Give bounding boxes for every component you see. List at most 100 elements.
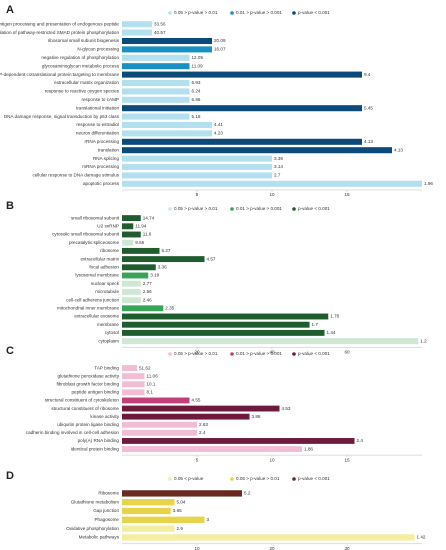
- bar-label: 4.57: [207, 256, 216, 261]
- category-label: Oxidative phosphorylation: [66, 526, 119, 531]
- bar-label: 1.44: [327, 330, 336, 335]
- bar-label: 1.78: [330, 314, 339, 319]
- panel-label: D: [6, 470, 14, 482]
- category-label: precatalytic spliceosome: [69, 240, 119, 245]
- bar-label: 2.4: [199, 430, 206, 435]
- x-tick-label: 10: [194, 546, 200, 550]
- bar: [122, 264, 156, 271]
- bar: [122, 29, 152, 36]
- category-label: fibroblast growth factor binding: [56, 381, 119, 386]
- bar: [122, 231, 141, 238]
- category-label: ubiquitin protein ligase binding: [57, 422, 119, 427]
- x-tick-label: 10: [269, 457, 275, 462]
- category-label: rRNA processing: [85, 139, 120, 144]
- bar-label: 11.06: [147, 373, 159, 378]
- legend-swatch: [168, 207, 172, 211]
- x-tick-label: 15: [344, 457, 350, 462]
- legend-label: p-value < 0.001: [298, 476, 330, 481]
- bar: [122, 365, 137, 371]
- bar-label: 3.39: [274, 156, 283, 161]
- legend-swatch: [168, 477, 172, 481]
- category-label: focal adhesion: [89, 265, 119, 270]
- category-label: mitochondrial inner membrane: [57, 306, 119, 311]
- bar-label: 33.56: [154, 21, 166, 26]
- category-label: extracellular matrix: [80, 256, 119, 261]
- legend-label: 0.05 > p-value > 0.01: [174, 351, 218, 356]
- bar-label: 6.93: [192, 80, 201, 85]
- bar: [122, 280, 141, 287]
- category-label: SRP-dependent cotranslational protein ta…: [0, 72, 119, 77]
- bar-label: 9.55: [135, 240, 144, 245]
- category-label: structural constituent of cytoskeleton: [45, 398, 120, 403]
- legend-swatch: [230, 11, 234, 15]
- category-label: cytosol: [105, 330, 119, 335]
- bar-label: 9.4: [364, 72, 371, 77]
- bar: [122, 247, 160, 254]
- legend-swatch: [168, 352, 172, 356]
- bar-label: 6.96: [192, 97, 201, 102]
- category-label: cytosolic small ribosomal subunit: [52, 232, 120, 237]
- x-tick-label: 15: [344, 192, 350, 197]
- bar-label: 1.7: [312, 322, 319, 327]
- legend-swatch: [230, 352, 234, 356]
- bar: [122, 223, 134, 230]
- x-tick-label: 60: [344, 349, 350, 354]
- bar: [122, 256, 205, 263]
- legend-label: 0.01 > p-value > 0.001: [236, 10, 282, 15]
- bar-label: 2.7: [274, 173, 281, 178]
- category-label: cadherin binding involved in cell-cell a…: [26, 430, 120, 435]
- bar: [122, 305, 164, 312]
- bar-label: 3.19: [150, 273, 159, 278]
- bar-label: 5.27: [162, 248, 171, 253]
- category-label: Metabolic pathways: [79, 535, 120, 540]
- bar: [122, 96, 190, 103]
- category-label: response to estradiol: [76, 122, 119, 127]
- category-label: antigen processing and presentation of e…: [0, 21, 119, 26]
- legend-swatch: [230, 207, 234, 211]
- legend-swatch: [292, 352, 296, 356]
- category-label: ribosome: [100, 248, 119, 253]
- category-label: kinase activity: [90, 414, 119, 419]
- bar: [122, 313, 329, 320]
- category-label: extracellular matrix organization: [54, 80, 119, 85]
- legend-label: 0.05 > p-value > 0.01: [174, 206, 218, 211]
- bar-label: 2.46: [143, 297, 152, 302]
- legend-label: 0.01 > p-value > 0.001: [236, 206, 282, 211]
- bar: [122, 438, 355, 444]
- bar-label: 11.94: [135, 224, 147, 229]
- bar-label: 16.07: [214, 47, 226, 52]
- bar: [122, 516, 205, 523]
- category-label: glycosaminoglycan metabolic process: [42, 63, 120, 68]
- panel-label: A: [6, 4, 14, 16]
- x-tick-label: 20: [194, 349, 200, 354]
- bar: [122, 272, 149, 279]
- bar: [122, 239, 134, 246]
- category-label: cell-cell adherens junction: [66, 297, 119, 302]
- category-label: translation: [98, 147, 120, 152]
- bar-label: 5.45: [364, 105, 373, 110]
- bar-label: 8.1: [147, 390, 154, 395]
- bar: [122, 88, 190, 95]
- bar-label: 11.09: [192, 63, 204, 68]
- category-label: RNA splicing: [93, 156, 119, 161]
- bar-label: 4.53: [282, 406, 291, 411]
- bar: [122, 405, 280, 412]
- panel-label: B: [6, 200, 14, 212]
- bar-label: 4.41: [214, 122, 223, 127]
- bar: [122, 413, 250, 420]
- bar: [122, 46, 212, 53]
- bar-label: 3.65: [173, 508, 182, 513]
- bar: [122, 507, 171, 515]
- category-label: TAP binding: [94, 365, 119, 370]
- bar: [122, 373, 145, 380]
- bar: [122, 155, 272, 162]
- category-label: microtubule: [95, 289, 119, 294]
- bar: [122, 163, 272, 171]
- bar-label: 51.62: [139, 365, 151, 370]
- bar-label: 2.56: [143, 289, 152, 294]
- bar-label: 2.9: [177, 526, 184, 531]
- bar: [122, 525, 175, 532]
- legend-swatch: [230, 477, 234, 481]
- category-label: Phagosome: [94, 517, 119, 522]
